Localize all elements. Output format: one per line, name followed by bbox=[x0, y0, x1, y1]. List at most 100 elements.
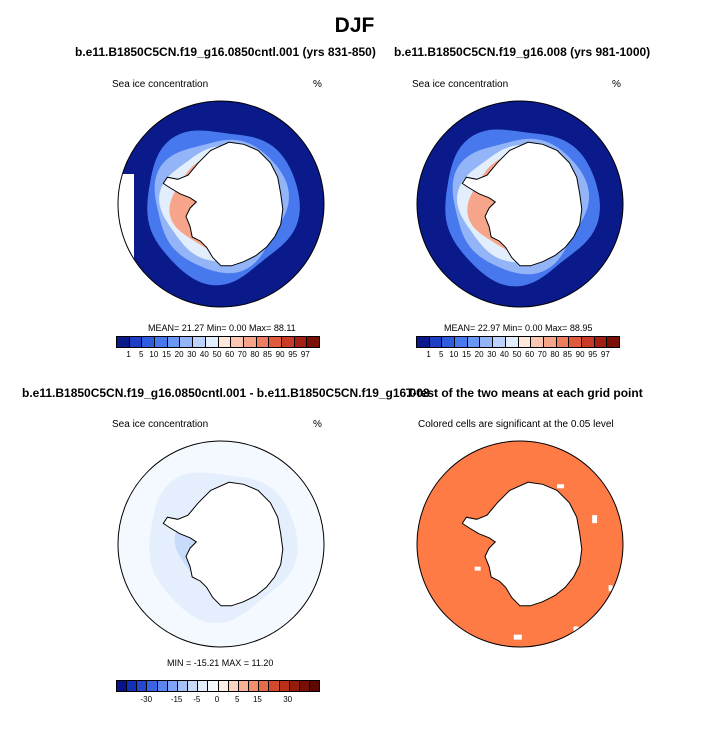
panel3-colorbar-box bbox=[259, 681, 270, 691]
panel2-colorbar-tick-label: 50 bbox=[512, 350, 522, 359]
panel3-units: % bbox=[313, 419, 322, 430]
panel2-colorbar-ticks: 1 5 10 15 20 30 40 50 60 70 80 85 90 95 97 bbox=[416, 350, 618, 362]
panel3-colorbar-tick-label: 15 bbox=[252, 695, 262, 704]
panel2-colorbar-box bbox=[455, 337, 468, 347]
panel4-antarctica-coastline bbox=[461, 481, 583, 607]
panel3-colorbar-tick-label: -30 bbox=[140, 695, 153, 704]
panel2-colorbar-tick-label: 15 bbox=[462, 350, 471, 359]
panel1-colorbar-tick-label: 30 bbox=[187, 350, 197, 359]
panel3-polar-map bbox=[117, 440, 325, 648]
panel3-colorbar-ticks: -30 -15 -5 0 5 15 30 bbox=[116, 695, 318, 707]
panel3-colorbar-box bbox=[249, 681, 260, 691]
panel3-colorbar-tick-label: -15 bbox=[170, 695, 183, 704]
panel3-colorbar-box bbox=[238, 681, 250, 691]
panel2-colorbar-box bbox=[594, 337, 608, 347]
panel3-colorbar-box bbox=[137, 681, 148, 691]
panel3-colorbar-box bbox=[309, 681, 320, 691]
panel2-colorbar-box bbox=[467, 337, 481, 347]
panel2-colorbar-box bbox=[543, 337, 557, 347]
panel1-colorbar-tick-label: 80 bbox=[250, 350, 260, 359]
panel3-antarctica-coastline bbox=[162, 481, 284, 607]
panel4-nonsignificant-cell bbox=[573, 626, 579, 632]
panel3-colorbar-box bbox=[147, 681, 158, 691]
panel2-colorbar-box bbox=[569, 337, 582, 347]
panel3-colorbar-box bbox=[279, 681, 290, 691]
panel1-colorbar-tick-label: 5 bbox=[139, 350, 144, 359]
panel1-colorbar-box bbox=[117, 337, 130, 347]
panel3-colorbar-tick-label: 30 bbox=[283, 695, 293, 704]
panel3-colorbar-box bbox=[198, 681, 209, 691]
panel2-title: b.e11.B1850C5CN.f19_g16.008 (yrs 981-100… bbox=[394, 45, 651, 59]
panel3-colorbar-box bbox=[188, 681, 199, 691]
panel3-colorbar-tick-label: 0 bbox=[214, 695, 220, 704]
panel2-colorbar-box bbox=[417, 337, 430, 347]
panel1-colorbar-box bbox=[269, 337, 282, 347]
panel1-colorbar-box bbox=[294, 337, 308, 347]
panel2-left-label: Sea ice concentration bbox=[412, 79, 509, 90]
panel1-colorbar-tick-label: 20 bbox=[174, 350, 184, 359]
panel4-title: T-test of the two means at each grid poi… bbox=[406, 386, 643, 400]
panel2-colorbar-box bbox=[442, 337, 456, 347]
panel4-nonsignificant-cell bbox=[608, 585, 613, 592]
panel1-colorbar-tick-label: 70 bbox=[237, 350, 247, 359]
panel2-colorbar-box bbox=[556, 337, 570, 347]
panel1-colorbar-box bbox=[281, 337, 295, 347]
panel4-nonsignificant-cell bbox=[592, 515, 598, 524]
panel1-colorbar-box bbox=[256, 337, 270, 347]
panel2-colorbar-box bbox=[429, 337, 443, 347]
panel1-map-border bbox=[117, 100, 325, 308]
panel2-colorbar-tick-label: 60 bbox=[525, 350, 535, 359]
panel1-stats: MEAN= 21.27 Min= 0.00 Max= 88.11 bbox=[148, 323, 296, 333]
panel1-colorbar-tick-label: 95 bbox=[288, 350, 298, 359]
panel3-colorbar-tick-label: -5 bbox=[193, 695, 201, 704]
panel3-colorbar-box bbox=[299, 681, 310, 691]
panel2-polar-map bbox=[416, 100, 624, 308]
panel3-colorbar-box bbox=[289, 681, 300, 691]
panel1-colorbar-box bbox=[193, 337, 206, 347]
panel3-colorbar-box bbox=[218, 681, 229, 691]
panel2-colorbar-box bbox=[531, 337, 544, 347]
panel1-title: b.e11.B1850C5CN.f19_g16.0850cntl.001 (yr… bbox=[75, 45, 376, 59]
panel2-colorbar-box bbox=[607, 337, 619, 347]
panel2-stats: MEAN= 22.97 Min= 0.00 Max= 88.95 bbox=[444, 323, 593, 333]
panel1-colorbar-tick-label: 85 bbox=[263, 350, 272, 359]
panel3-title: b.e11.B1850C5CN.f19_g16.0850cntl.001 - b… bbox=[22, 386, 430, 400]
panel3-left-label: Sea ice concentration bbox=[112, 419, 209, 430]
panel4-nonsignificant-cell bbox=[513, 634, 522, 640]
panel2-colorbar-tick-label: 40 bbox=[499, 350, 509, 359]
panel1-colorbar-tick-label: 50 bbox=[212, 350, 222, 359]
panel1-colorbar bbox=[116, 336, 320, 348]
panel1-colorbar-tick-label: 10 bbox=[149, 350, 159, 359]
panel1-colorbar-tick-label: 15 bbox=[162, 350, 171, 359]
panel1-colorbar-box bbox=[218, 337, 232, 347]
panel1-colorbar-tick-label: 97 bbox=[300, 350, 310, 359]
panel1-colorbar-tick-label: 40 bbox=[199, 350, 209, 359]
panel3-colorbar-box bbox=[269, 681, 280, 691]
panel1-units: % bbox=[313, 79, 322, 90]
panel2-colorbar-box bbox=[505, 337, 519, 347]
panel4-nonsignificant-cell bbox=[557, 484, 565, 489]
panel2-units: % bbox=[612, 79, 621, 90]
panel1-colorbar-box bbox=[180, 337, 194, 347]
panel2-colorbar-tick-label: 97 bbox=[600, 350, 610, 359]
panel2-colorbar-tick-label: 70 bbox=[537, 350, 547, 359]
panel2-colorbar-tick-label: 10 bbox=[449, 350, 459, 359]
panel1-colorbar-ticks: 1 5 10 15 20 30 40 50 60 70 80 85 90 95 97 bbox=[116, 350, 318, 362]
panel2-map-border bbox=[416, 100, 624, 308]
panel4-subtitle: Colored cells are significant at the 0.0… bbox=[418, 419, 614, 430]
panel2-colorbar-tick-label: 95 bbox=[588, 350, 598, 359]
panel1-colorbar-box bbox=[205, 337, 219, 347]
panel2-colorbar bbox=[416, 336, 620, 348]
panel3-colorbar-box bbox=[167, 681, 178, 691]
panel2-colorbar-tick-label: 90 bbox=[575, 350, 585, 359]
panel4-polar-map bbox=[416, 440, 624, 648]
panel1-colorbar-tick-label: 1 bbox=[126, 350, 131, 359]
panel2-colorbar-box bbox=[480, 337, 494, 347]
panel2-colorbar-box bbox=[493, 337, 506, 347]
panel1-polar-map bbox=[117, 100, 325, 308]
panel3-colorbar bbox=[116, 680, 320, 692]
panel1-colorbar-box bbox=[129, 337, 143, 347]
panel3-map-border bbox=[117, 440, 325, 648]
panel2-colorbar-tick-label: 80 bbox=[550, 350, 560, 359]
panel4-nonsignificant-cell bbox=[474, 566, 481, 571]
